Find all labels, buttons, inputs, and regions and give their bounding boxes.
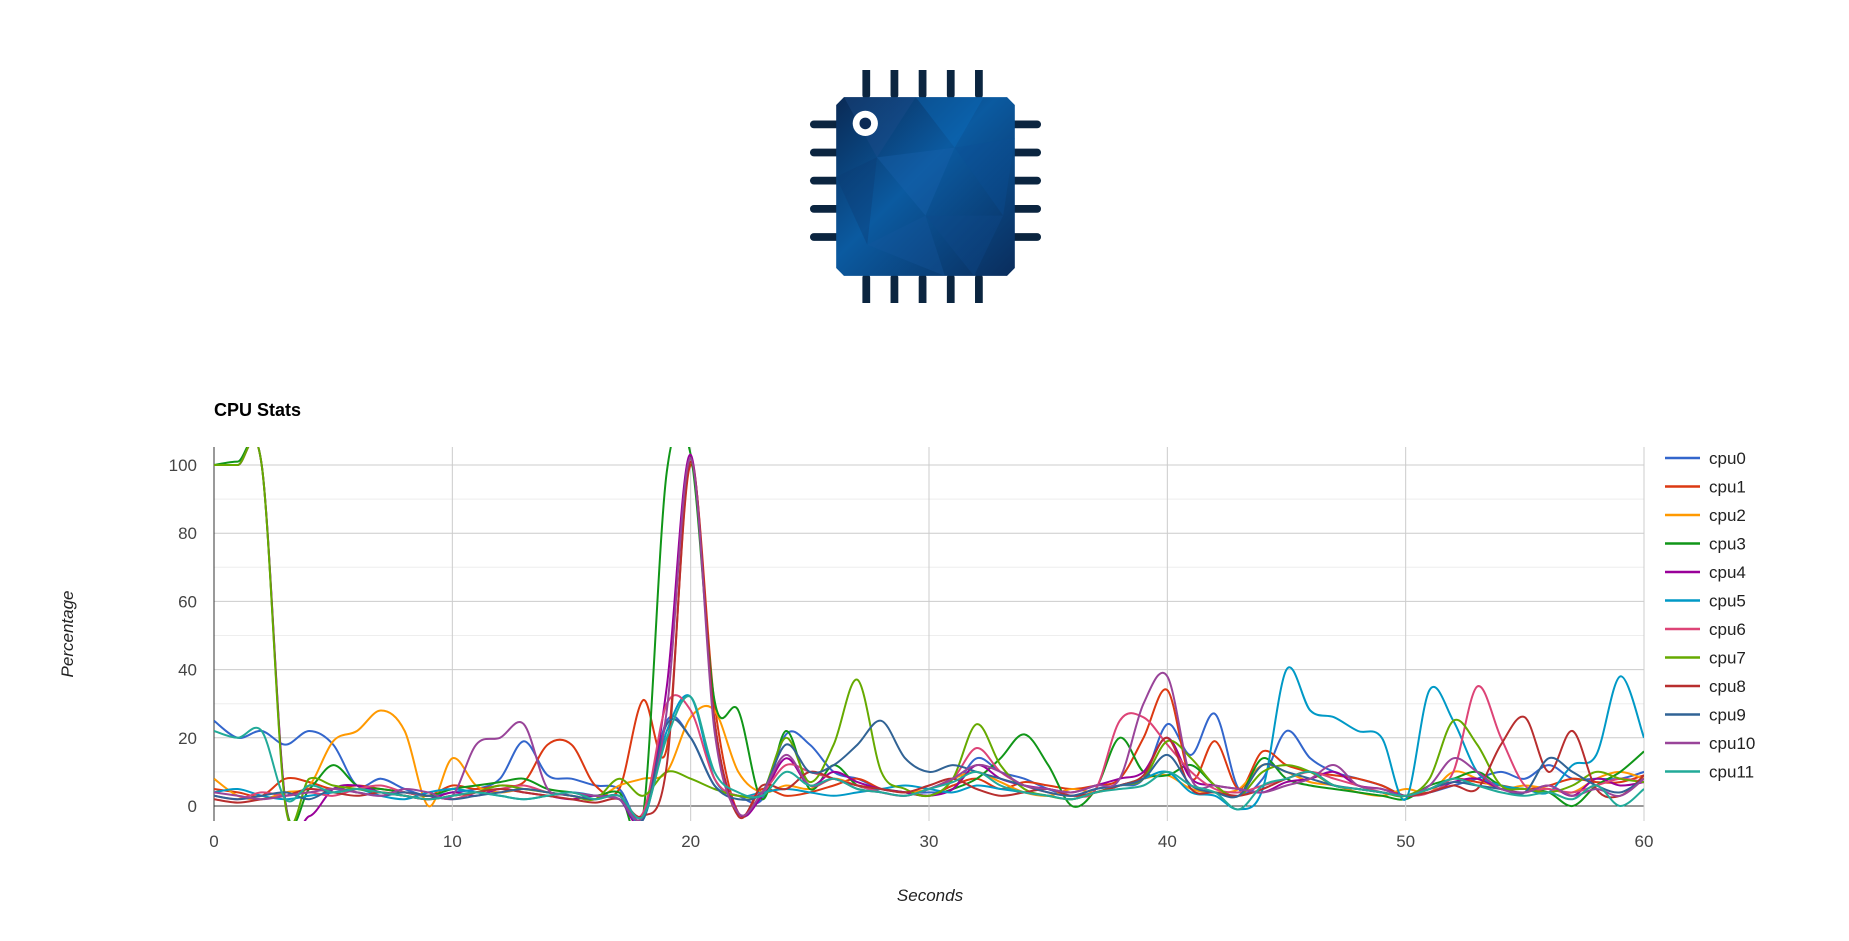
legend-label-cpu2: cpu2 [1709, 506, 1746, 525]
legend-label-cpu10: cpu10 [1709, 734, 1755, 753]
legend-label-cpu7: cpu7 [1709, 649, 1746, 668]
x-tick-label: 50 [1396, 832, 1415, 851]
y-axis-title: Percentage [58, 591, 77, 678]
legend-label-cpu6: cpu6 [1709, 620, 1746, 639]
y-tick-label: 40 [178, 661, 197, 680]
y-tick-label: 20 [178, 729, 197, 748]
series-lines [214, 447, 1644, 821]
grid [213, 447, 1645, 821]
legend-label-cpu5: cpu5 [1709, 592, 1746, 611]
x-tick-label: 40 [1158, 832, 1177, 851]
y-tick-label: 0 [188, 797, 197, 816]
legend-label-cpu0: cpu0 [1709, 449, 1746, 468]
legend-label-cpu9: cpu9 [1709, 706, 1746, 725]
legend-label-cpu4: cpu4 [1709, 563, 1746, 582]
chart-title: CPU Stats [214, 400, 301, 420]
legend-label-cpu8: cpu8 [1709, 677, 1746, 696]
x-tick-label: 20 [681, 832, 700, 851]
x-axis-ticks: 0 10 20 30 40 50 60 [209, 832, 1653, 851]
y-axis-ticks: 0 20 40 60 80 100 [169, 456, 197, 816]
y-tick-label: 80 [178, 524, 197, 543]
series-line-cpu11 [214, 695, 1644, 820]
legend-label-cpu11: cpu11 [1709, 763, 1754, 782]
legend-label-cpu3: cpu3 [1709, 535, 1746, 554]
y-tick-label: 60 [178, 592, 197, 611]
x-tick-label: 30 [920, 832, 939, 851]
x-tick-label: 60 [1635, 832, 1654, 851]
x-tick-label: 10 [443, 832, 462, 851]
x-tick-label: 0 [209, 832, 218, 851]
y-tick-label: 100 [169, 456, 197, 475]
x-axis-title: Seconds [897, 886, 964, 905]
cpu-chip-icon [809, 70, 1042, 303]
legend-label-cpu1: cpu1 [1709, 478, 1746, 497]
legend: cpu0 cpu1 cpu2 cpu3 cpu4 cpu5 cpu6 cpu7 cpu8 cpu9… [1665, 449, 1755, 782]
